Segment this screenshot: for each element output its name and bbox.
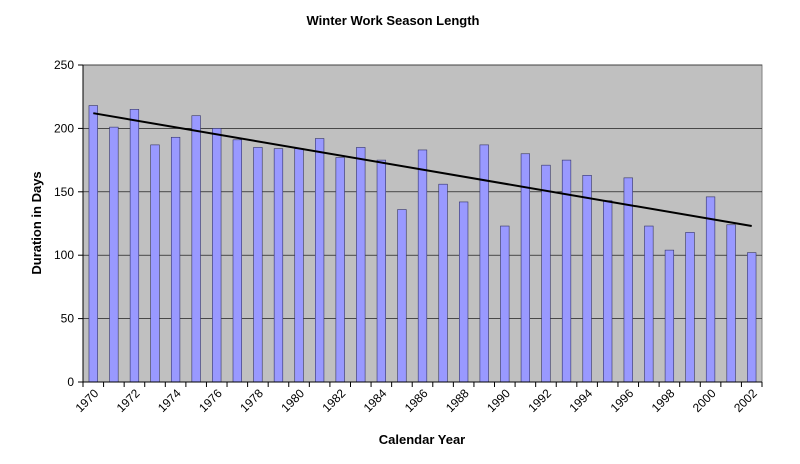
bar-1978 (253, 147, 263, 383)
bar-1999 (685, 232, 695, 383)
bar-1976 (212, 128, 222, 383)
x-tick-label-1992: 1992 (525, 386, 554, 415)
x-tick-label-1980: 1980 (278, 386, 307, 415)
bar-1983 (356, 147, 366, 383)
x-tick-label-2002: 2002 (731, 386, 760, 415)
bar-1980 (294, 148, 304, 383)
bar-1998 (664, 249, 675, 383)
bar-1971 (109, 126, 119, 383)
x-tick-label-1988: 1988 (443, 386, 472, 415)
y-axis-ticks: 0 50 100 150 200 250 (54, 58, 83, 389)
bar-1972 (129, 109, 140, 383)
x-tick-label-1982: 1982 (320, 386, 349, 415)
x-tick-label-1998: 1998 (649, 386, 678, 415)
bar-2002 (747, 252, 757, 383)
y-tick-label-100: 100 (54, 248, 74, 262)
x-tick-label-1974: 1974 (155, 386, 184, 415)
bar-2001 (726, 224, 736, 383)
bar-1970 (88, 105, 98, 383)
x-tick-label-1986: 1986 (402, 386, 431, 415)
bar-1995 (603, 200, 613, 383)
x-tick-label-2000: 2000 (690, 386, 719, 415)
bar-1992 (541, 164, 551, 383)
trendline (93, 112, 752, 228)
x-axis-title: Calendar Year (379, 432, 465, 447)
x-tick-label-1984: 1984 (361, 386, 390, 415)
y-tick-label-0: 0 (67, 375, 74, 389)
x-tick-label-1996: 1996 (608, 386, 637, 415)
bar-1986 (417, 149, 428, 383)
bar-1981 (315, 138, 325, 383)
bar-1977 (232, 139, 242, 383)
bar-1974 (170, 136, 181, 383)
bar-1975 (191, 115, 201, 383)
trendline-group (93, 112, 752, 228)
y-axis-title: Duration in Days (29, 171, 44, 274)
x-tick-label-1990: 1990 (484, 386, 513, 415)
bar-1984 (376, 159, 386, 383)
x-tick-label-1976: 1976 (196, 386, 225, 415)
x-tick-label-1972: 1972 (114, 386, 143, 415)
y-tick-label-200: 200 (54, 121, 74, 135)
bar-1988 (459, 201, 469, 383)
bars (88, 105, 757, 383)
y-tick-label-50: 50 (61, 312, 75, 326)
bar-2000 (705, 196, 716, 383)
y-tick-label-150: 150 (54, 185, 74, 199)
x-tick-label-1978: 1978 (237, 386, 266, 415)
bar-1996 (623, 177, 633, 383)
bar-1987 (438, 183, 448, 383)
x-axis-ticks: 1970 1972 1974 1976 1978 1980 1982 1984 1986 1988… (73, 382, 763, 415)
bar-1985 (397, 209, 407, 383)
x-tick-label-1994: 1994 (566, 386, 595, 415)
bar-1982 (335, 157, 345, 383)
bar-1973 (150, 144, 160, 383)
bar-1979 (273, 148, 284, 383)
y-tick-label-250: 250 (54, 58, 74, 72)
bar-1994 (582, 175, 592, 383)
chart-title: Winter Work Season Length (307, 13, 480, 28)
bar-1990 (500, 225, 510, 383)
x-tick-label-1970: 1970 (73, 386, 102, 415)
bar-1997 (644, 225, 654, 383)
